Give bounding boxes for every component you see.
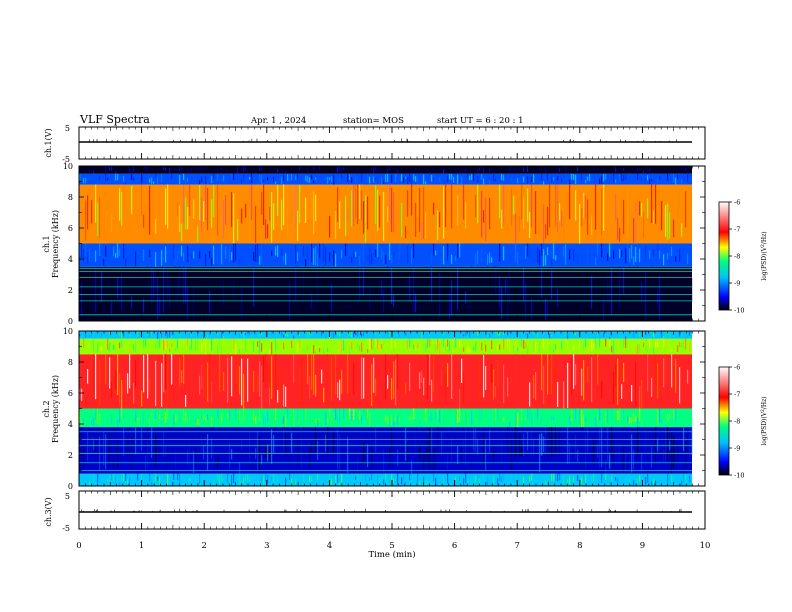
station-label: station= MOS <box>343 116 404 126</box>
date-label: Apr. 1 , 2024 <box>250 116 306 126</box>
colorbar-ch2: -6 -7 -8 -9 -10 log(PSD)(V2/Hz) <box>718 364 768 480</box>
ytick-label: 10 <box>63 162 73 171</box>
colorbar-tick-label: -8 <box>734 253 740 261</box>
colorbar-gradient <box>718 201 730 311</box>
spectrogram-image <box>79 166 705 321</box>
frequency-band <box>79 331 692 339</box>
frequency-band <box>79 427 692 474</box>
signal-spikes <box>88 138 677 142</box>
xtick-label: 8 <box>577 541 582 551</box>
ytick-label: 6 <box>68 389 73 398</box>
xtick-label: 10 <box>700 541 711 551</box>
time-axis-ticks <box>78 127 706 529</box>
xtick-label: 1 <box>139 541 144 551</box>
y-ticks: 0 2 4 6 8 10 <box>63 327 705 491</box>
time-axis-labels: 0 1 2 3 4 5 6 7 8 9 10 <box>76 541 710 551</box>
ytick-label: 4 <box>68 255 73 264</box>
xtick-label: 0 <box>76 541 81 551</box>
colorbar-ticks: -6 -7 -8 -9 -10 <box>729 364 744 480</box>
xtick-label: 9 <box>640 541 645 551</box>
ytick-label: 8 <box>68 193 73 202</box>
colorbar-ticks: -6 -7 -8 -9 -10 <box>729 199 744 315</box>
xtick-label: 5 <box>389 541 394 551</box>
colorbar-label: log(PSD)(V2/Hz) <box>760 396 768 445</box>
ytick-label: 5 <box>65 124 70 133</box>
figure-title: VLF Spectra <box>79 113 150 126</box>
ytick-label: 0 <box>68 317 73 326</box>
xtick-label: 7 <box>514 541 519 551</box>
xtick-label: 6 <box>452 541 457 551</box>
ytick-label: 6 <box>68 224 73 233</box>
spectrogram-image <box>79 331 705 486</box>
ytick-label: 0 <box>68 482 73 491</box>
ytick-label: 10 <box>63 327 73 336</box>
colorbar-tick-label: -7 <box>734 391 740 399</box>
ytick-label: 2 <box>68 451 73 460</box>
panel-ch1-waveform: 5 -5 ch.1(V) <box>44 124 706 164</box>
colorbar-tick-label: -7 <box>734 226 740 234</box>
y-ticks: 0 2 4 6 8 10 <box>63 162 705 326</box>
colorbar-tick-label: -8 <box>734 418 740 426</box>
xtick-label: 3 <box>264 541 269 551</box>
colorbar-label: log(PSD)(V2/Hz) <box>760 231 768 280</box>
colorbar-gradient <box>718 366 730 476</box>
frequency-band <box>79 338 692 355</box>
colorbar-tick-label: -9 <box>734 445 740 453</box>
y-axis-label: ch.1Frequency (kHz) <box>42 210 60 278</box>
colorbar-ch1: -6 -7 -8 -9 -10 log(PSD)(V2/Hz) <box>718 199 768 315</box>
y-axis-label: ch.2Frequency (kHz) <box>42 375 60 443</box>
colorbar-tick-label: -10 <box>734 472 744 480</box>
ytick-label: -5 <box>62 155 70 164</box>
ytick-label: 4 <box>68 420 73 429</box>
ytick-label: -5 <box>62 524 70 533</box>
signal-spikes <box>81 508 682 512</box>
spectral-texture <box>79 331 693 486</box>
frequency-band <box>79 184 692 244</box>
panel-ch1-spectrogram: 0 2 4 6 8 10 ch.1Frequency (kHz) <box>42 162 706 326</box>
colorbar-tick-label: -6 <box>734 364 740 372</box>
frequency-band <box>79 243 692 267</box>
ytick-label: 5 <box>65 492 70 501</box>
y-axis-label: ch.1(V) <box>44 128 53 157</box>
y-axis-label: ch.3(V) <box>44 497 53 526</box>
colorbar-tick-label: -6 <box>734 199 740 207</box>
ytick-label: 2 <box>68 286 73 295</box>
colorbar-tick-label: -10 <box>734 307 744 315</box>
colorbar-tick-label: -9 <box>734 280 740 288</box>
x-axis-label: Time (min) <box>368 549 415 560</box>
xtick-label: 4 <box>327 541 332 551</box>
start-time-label: start UT = 6 : 20 : 1 <box>437 116 524 126</box>
panel-frame <box>78 490 706 530</box>
panel-ch2-spectrogram: 0 2 4 6 8 10 ch.2Frequency (kHz) <box>42 327 706 491</box>
xtick-label: 2 <box>201 541 206 551</box>
ytick-label: 8 <box>68 358 73 367</box>
panel-ch3-waveform: 5 -5 ch.3(V) <box>44 490 706 533</box>
